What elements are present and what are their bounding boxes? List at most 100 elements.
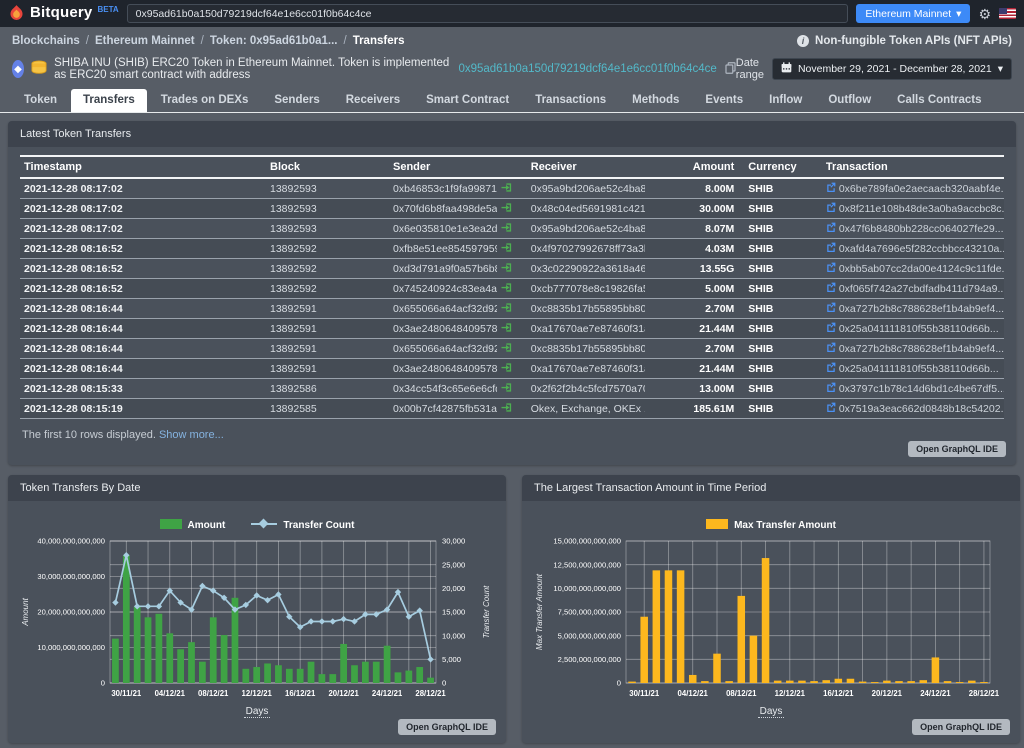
table-row: 2021-12-28 08:16:44 13892591 0x655066a64… (20, 298, 1004, 319)
cell-sender-link[interactable]: 0xfb8e51ee854597959... (389, 238, 498, 259)
breadcrumb-item[interactable]: Transfers (352, 35, 405, 47)
table-row: 2021-12-28 08:16:44 13892591 0x3ae248064… (20, 318, 1004, 339)
cell-sender-link[interactable]: 0xd3d791a9f0a57b6b8... (389, 258, 498, 279)
cell-receiver-link[interactable]: 0x4f97027992678ff73a3be... (526, 238, 645, 259)
tab-outflow[interactable]: Outflow (828, 94, 872, 106)
breadcrumb-separator: / (200, 35, 204, 47)
tab-receivers[interactable]: Receivers (345, 94, 401, 106)
legend-swatch (706, 519, 729, 529)
tab-events[interactable]: Events (705, 94, 744, 106)
breadcrumb: Blockchains / Ethereum Mainnet / Token: 0x95… (12, 35, 404, 47)
copy-icon[interactable] (725, 61, 736, 77)
chart-title: The Largest Transaction Amount in Time P… (522, 475, 1020, 501)
col-currency: Currency (738, 155, 822, 179)
tab-trades-on-dexs[interactable]: Trades on DEXs (160, 94, 249, 106)
cell-receiver-link[interactable]: 0xc8835b17b55895bb80fe... (526, 338, 645, 359)
legend-line-swatch (251, 522, 278, 525)
cell-transaction-link[interactable]: 0x47f6b8480bb228cc064027fe29... (821, 218, 1004, 239)
network-selector-button[interactable]: Ethereum Mainnet ▾ (856, 4, 971, 23)
transfer-arrow-icon (497, 278, 527, 299)
cell-transaction-link[interactable]: 0xa727b2b8c788628ef1b4ab9ef4... (821, 298, 1004, 319)
open-graphql-ide-button[interactable]: Open GraphQL IDE (908, 441, 1006, 457)
transfers-table: Timestamp Block Sender Receiver Amount Curren… (20, 155, 1004, 419)
open-graphql-ide-button[interactable]: Open GraphQL IDE (398, 719, 496, 735)
cell-transaction-link[interactable]: 0xbb5ab07cc2da00e4124c9c11fde... (821, 258, 1004, 279)
date-range-picker[interactable]: November 29, 2021 - December 28, 2021 ▾ (771, 58, 1012, 80)
svg-text:16/12/21: 16/12/21 (823, 689, 854, 698)
cell-transaction-link[interactable]: 0x8f211e108b48de3a0ba9accbc8c... (821, 198, 1004, 219)
cell-transaction-link[interactable]: 0xafd4a7696e5f282ccbbcc43210a... (821, 238, 1004, 259)
cell-amount: 21.44M (644, 358, 739, 379)
cell-transaction-link[interactable]: 0x3797c1b78c14d6bd1c4be67df5... (821, 378, 1004, 399)
cell-sender-link[interactable]: 0x34cc54f3c65e6e6cfd... (389, 378, 498, 399)
cell-sender-link[interactable]: 0x745240924c83ea4a2... (389, 278, 498, 299)
cell-block: 13892592 (266, 278, 389, 299)
nft-apis-link[interactable]: i Non-fungible Token APIs (NFT APIs) (797, 35, 1012, 47)
table-row: 2021-12-28 08:16:44 13892591 0x3ae248064… (20, 358, 1004, 379)
cell-currency: SHIB (738, 238, 822, 259)
cell-sender-link[interactable]: 0x6e035810e1e3ea2d3... (389, 218, 498, 239)
cell-receiver-link[interactable]: 0xa17670ae7e87460f31abf... (526, 358, 645, 379)
breadcrumb-item[interactable]: Ethereum Mainnet (94, 35, 195, 47)
cell-sender-link[interactable]: 0x70fd6b8faa498de5a8... (389, 198, 498, 219)
cell-receiver-link[interactable]: 0x95a9bd206ae52c4ba8eec... (526, 178, 645, 199)
col-block: Block (266, 155, 389, 179)
cell-currency: SHIB (738, 338, 822, 359)
gear-icon[interactable]: ⚙ (978, 5, 991, 22)
cell-sender-link[interactable]: 0x00b7cf42875fb531a... (389, 398, 498, 419)
cell-sender-link[interactable]: 0x655066a64acf32d92... (389, 338, 498, 359)
cell-receiver-link[interactable]: 0xcb777078e8c19826fa5dc... (526, 278, 645, 299)
search-input[interactable] (126, 4, 849, 23)
show-more-link[interactable]: Show more... (158, 429, 224, 441)
cell-receiver-link[interactable]: 0xa17670ae7e87460f31abf... (526, 318, 645, 339)
tab-token[interactable]: Token (24, 94, 58, 106)
cell-receiver-link[interactable]: 0x95a9bd206ae52c4ba8eec... (526, 218, 645, 239)
col-timestamp: Timestamp (20, 155, 266, 179)
cell-receiver-link[interactable]: Okex, Exchange, OKEx 1, OK... (526, 398, 645, 419)
language-flag-icon[interactable] (999, 8, 1016, 19)
tab-transactions[interactable]: Transactions (535, 94, 607, 106)
breadcrumb-separator: / (343, 35, 347, 47)
svg-text:08/12/21: 08/12/21 (198, 689, 229, 698)
tab-inflow[interactable]: Inflow (769, 94, 803, 106)
open-graphql-ide-button[interactable]: Open GraphQL IDE (912, 719, 1010, 735)
breadcrumb-item[interactable]: Blockchains (12, 35, 80, 47)
tab-smart-contract[interactable]: Smart Contract (426, 94, 510, 106)
cell-transaction-link[interactable]: 0x7519a3eac662d0848b18c54202... (821, 398, 1004, 419)
col-amount: Amount (644, 155, 739, 179)
token-header-row: ◆ SHIBA INU (SHIB) ERC20 Token in Ethere… (0, 53, 1024, 89)
cell-transaction-link[interactable]: 0x25a041111810f55b38110d66b... (821, 358, 1004, 379)
cell-timestamp: 2021-12-28 08:16:52 (20, 278, 266, 299)
cell-block: 13892585 (266, 398, 389, 419)
tab-calls-contracts[interactable]: Calls Contracts (897, 94, 982, 106)
token-address-link[interactable]: 0x95ad61b0a150d79219dcf64e1e6cc01f0b64c4… (458, 63, 717, 75)
cell-transaction-link[interactable]: 0xf065f742a27cbdfadb411d794a9... (821, 278, 1004, 299)
table-row: 2021-12-28 08:15:19 13892585 0x00b7cf428… (20, 398, 1004, 419)
legend-item[interactable]: Amount (159, 519, 225, 531)
cell-sender-link[interactable]: 0x3ae2480648409578a... (389, 318, 498, 339)
cell-transaction-link[interactable]: 0x25a041111810f55b38110d66b... (821, 318, 1004, 339)
tab-transfers[interactable]: Transfers (71, 89, 147, 112)
cell-transaction-link[interactable]: 0x6be789fa0e2aecaacb320aabf4e... (821, 178, 1004, 199)
cell-block: 13892592 (266, 238, 389, 259)
svg-text:2,500,000,000,000: 2,500,000,000,000 (558, 655, 621, 664)
chart-legend: Amount Transfer Count (20, 509, 494, 533)
col-receiver: Receiver (526, 155, 645, 179)
svg-text:5,000: 5,000 (442, 655, 461, 664)
cell-receiver-link[interactable]: 0xc8835b17b55895bb80fe... (526, 298, 645, 319)
tab-senders[interactable]: Senders (274, 94, 320, 106)
legend-item[interactable]: Transfer Count (251, 520, 354, 531)
cell-receiver-link[interactable]: 0x3c02290922a3618a4646... (526, 258, 645, 279)
breadcrumb-item[interactable]: Token: 0x95ad61b0a1... (209, 35, 338, 47)
bitquery-logo[interactable]: Bitquery BETA (8, 4, 119, 24)
cell-transaction-link[interactable]: 0xa727b2b8c788628ef1b4ab9ef4... (821, 338, 1004, 359)
legend-item[interactable]: Max Transfer Amount (706, 519, 836, 531)
cell-sender-link[interactable]: 0xb46853c1f9fa99871... (389, 178, 498, 199)
cell-receiver-link[interactable]: 0x2f62f2b4c5fcd7570a709... (526, 378, 645, 399)
cell-sender-link[interactable]: 0x3ae2480648409578a... (389, 358, 498, 379)
cell-sender-link[interactable]: 0x655066a64acf32d92... (389, 298, 498, 319)
tab-methods[interactable]: Methods (632, 94, 680, 106)
cell-receiver-link[interactable]: 0x48c04ed5691981c42154... (526, 198, 645, 219)
svg-text:30/11/21: 30/11/21 (111, 689, 142, 698)
svg-text:0: 0 (442, 679, 446, 688)
